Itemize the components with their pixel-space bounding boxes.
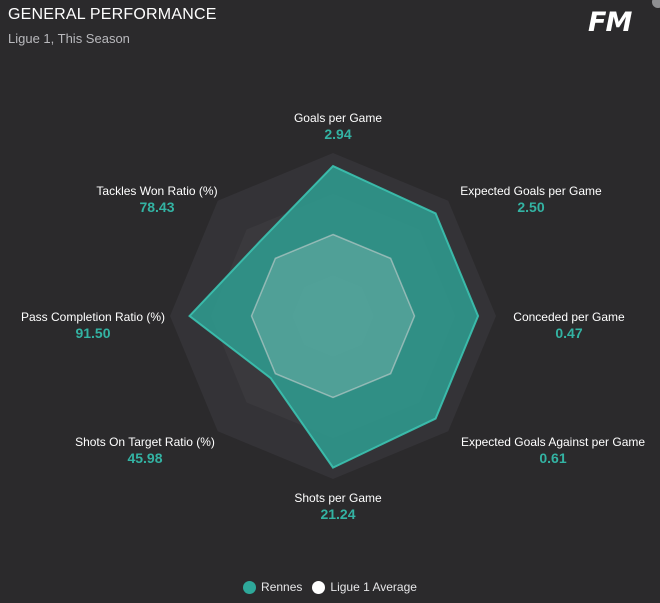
axis-value: 0.61: [539, 450, 566, 466]
page-title: GENERAL PERFORMANCE: [8, 6, 217, 23]
radar-series-layer: [188, 164, 480, 469]
legend-label-league-average: Ligue 1 Average: [330, 580, 417, 594]
axis-label: Shots per Game: [294, 491, 382, 505]
axis-label: Expected Goals per Game: [460, 184, 602, 198]
legend-swatch-rennes: [243, 580, 257, 594]
axis-value: 0.47: [555, 325, 582, 341]
legend-item-rennes[interactable]: Rennes: [243, 580, 302, 594]
axis-label: Tackles Won Ratio (%): [96, 184, 217, 198]
axis-value: 21.24: [320, 506, 355, 522]
legend-label-rennes: Rennes: [261, 580, 303, 594]
axis-value: 91.50: [75, 325, 110, 341]
chart-legend: Rennes Ligue 1 Average: [0, 580, 660, 594]
axis-label: Conceded per Game: [513, 310, 625, 324]
axis-label: Shots On Target Ratio (%): [75, 435, 215, 449]
fm-logo: FM: [588, 7, 632, 38]
page-subtitle: Ligue 1, This Season: [8, 31, 130, 46]
axis-label: Expected Goals Against per Game: [461, 435, 645, 449]
legend-swatch-league-average: [312, 580, 326, 594]
axis-value: 78.43: [139, 199, 174, 215]
corner-menu-icon[interactable]: [652, 0, 660, 8]
legend-item-league-average[interactable]: Ligue 1 Average: [312, 580, 417, 594]
axis-label: Goals per Game: [294, 111, 382, 125]
axis-label: Pass Completion Ratio (%): [21, 310, 165, 324]
axis-value: 45.98: [127, 450, 162, 466]
radar-series-rennes: [188, 164, 480, 469]
axis-value: 2.50: [517, 199, 544, 215]
axis-value: 2.94: [324, 126, 351, 142]
radar-series-league-average: [250, 233, 416, 399]
